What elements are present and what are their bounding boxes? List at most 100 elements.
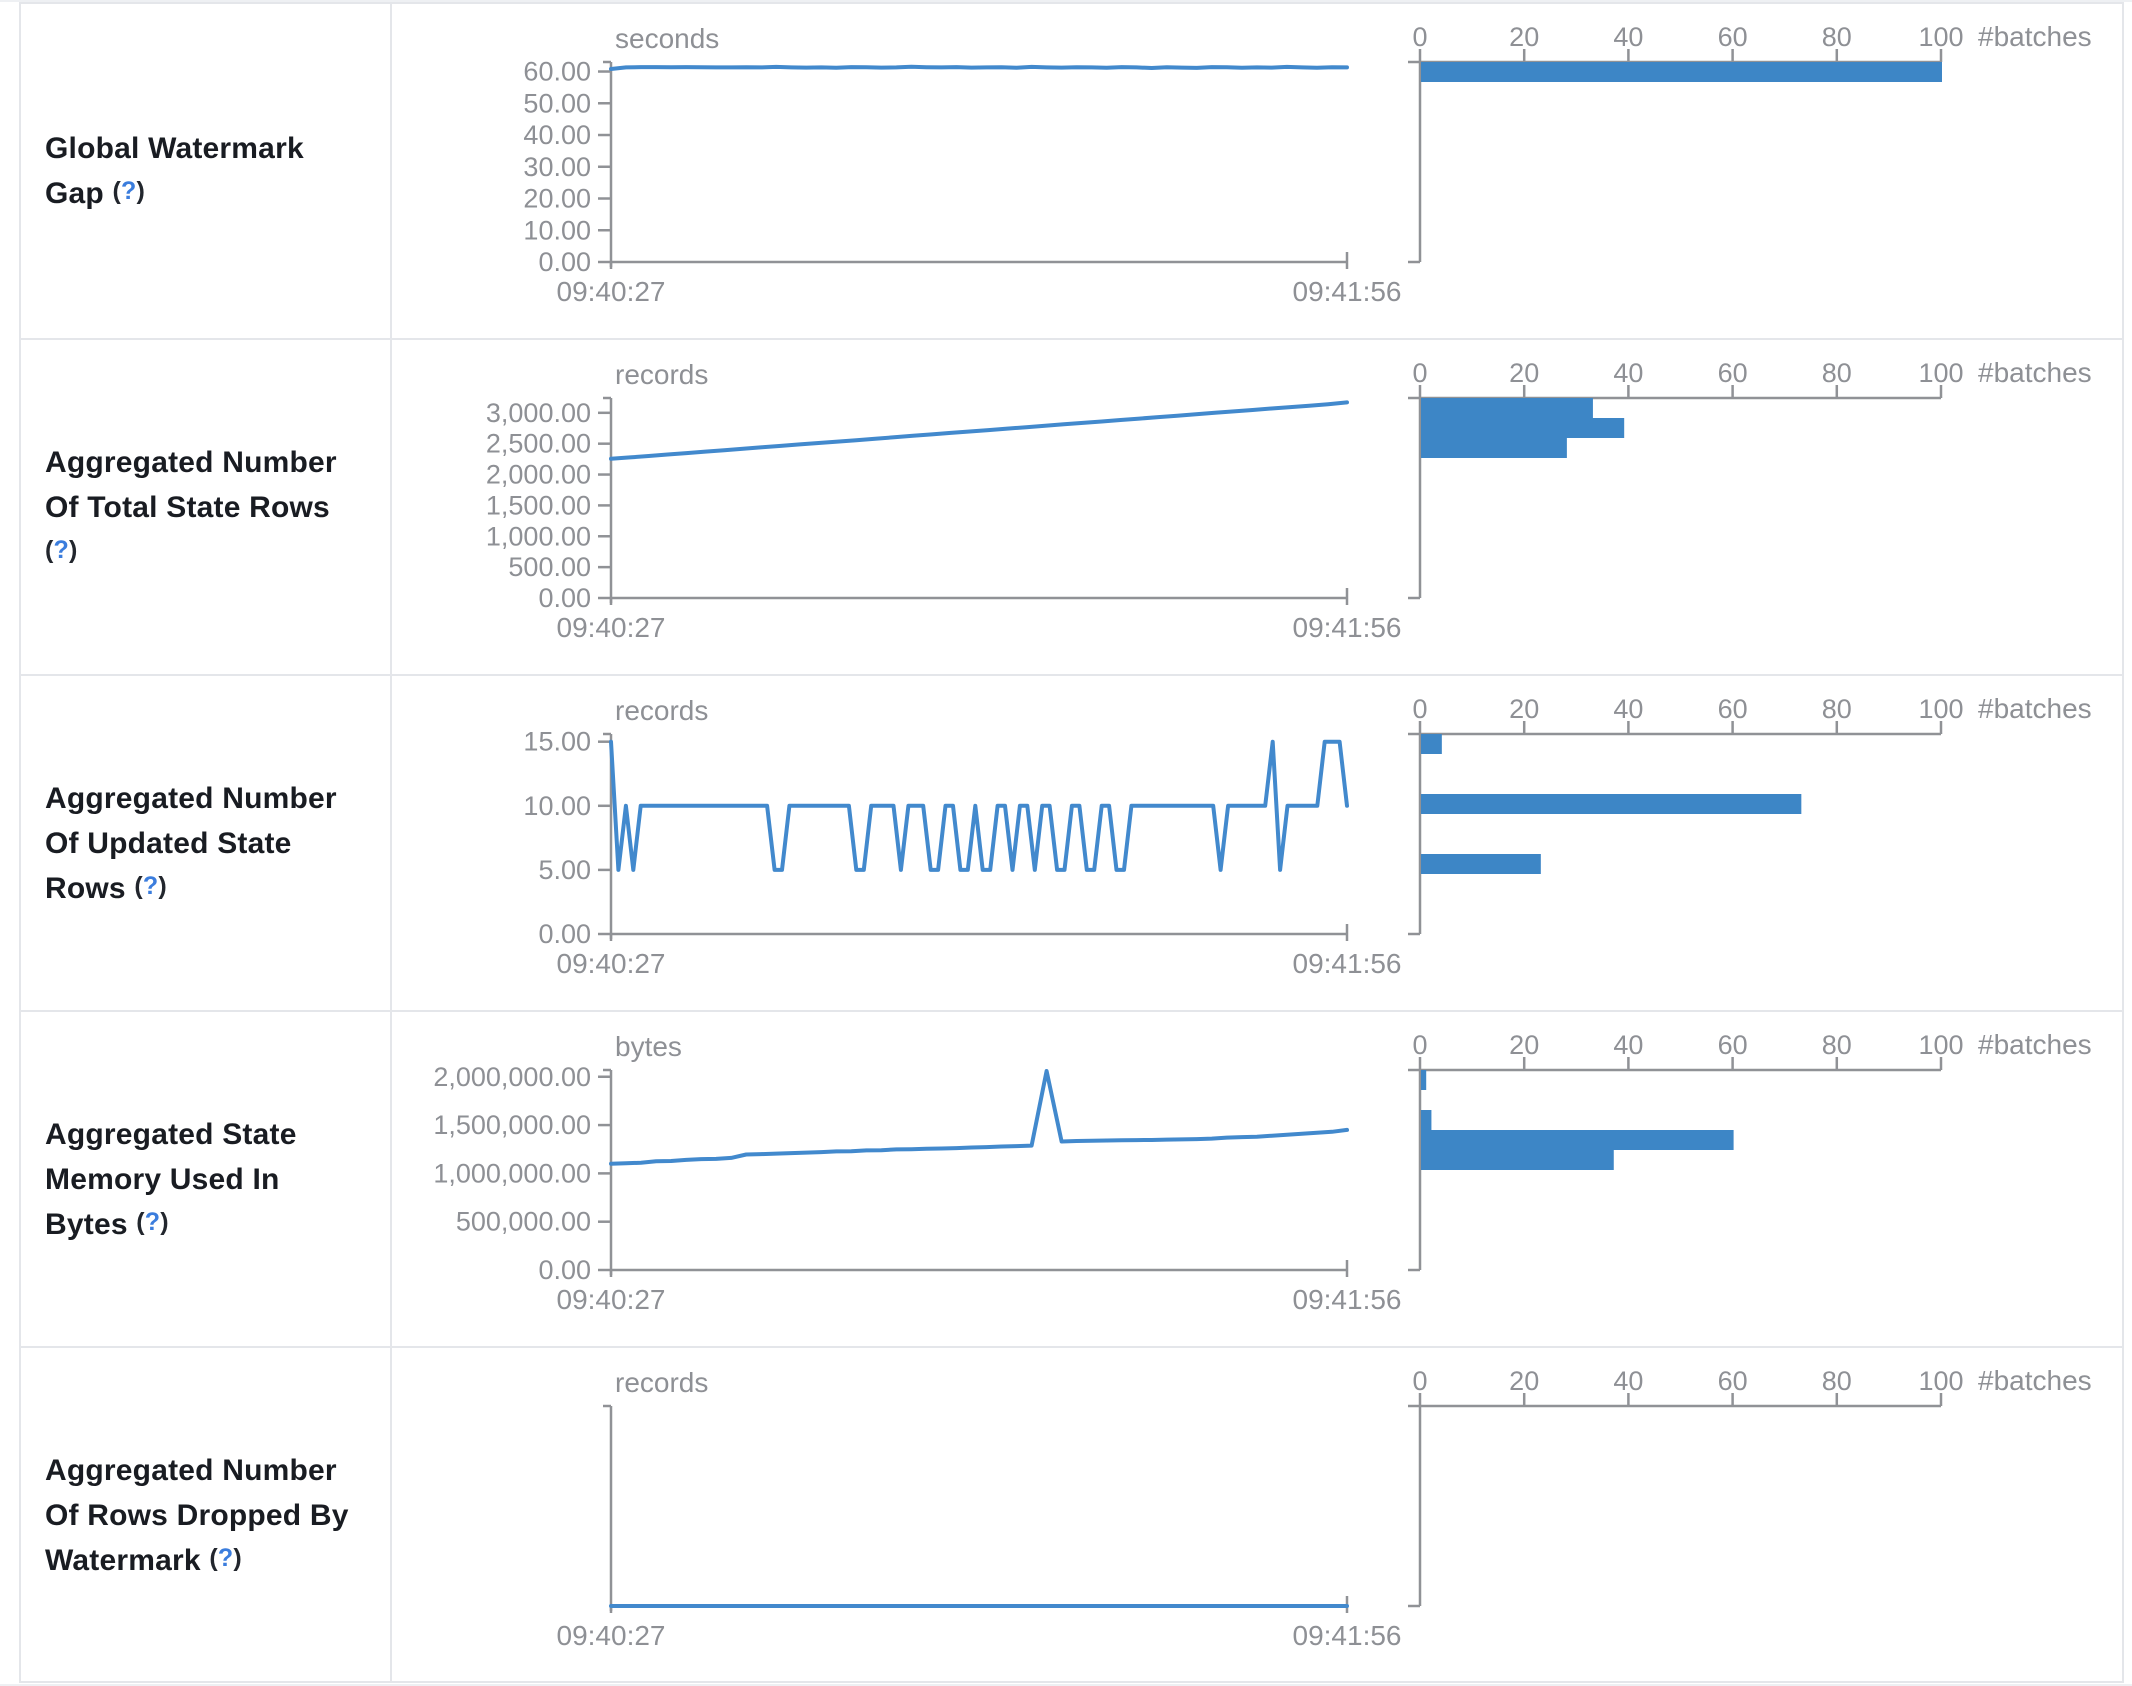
y-tick-label: 1,500,000.00 — [433, 1110, 591, 1140]
hist-tick-label: 80 — [1822, 358, 1852, 388]
histogram-bar — [1421, 438, 1567, 458]
y-tick-label: 0.00 — [538, 583, 591, 613]
metric-name: Aggregated Number Of Rows Dropped By Wat… — [45, 1448, 364, 1583]
metric-label-cell: Aggregated State Memory Used In Bytes (?… — [21, 1012, 392, 1346]
hist-tick-label: 40 — [1613, 22, 1643, 52]
y-tick-label: 10.00 — [523, 791, 591, 821]
y-tick-label: 500.00 — [508, 552, 591, 582]
y-axis-unit-label: records — [615, 1367, 708, 1398]
metric-row-total-state-rows: Aggregated Number Of Total State Rows (?… — [21, 340, 2122, 676]
hist-tick-label: 0 — [1412, 1366, 1427, 1396]
hist-unit-label: #batches — [1978, 357, 2092, 388]
top-edge-strip — [0, 0, 2132, 2]
total-state-rows-chart: records 3,000.002,500.002,000.001,500.00 1… — [486, 357, 2092, 643]
y-tick-label: 60.00 — [523, 57, 591, 87]
x-tick-label-end: 09:41:56 — [1293, 948, 1402, 979]
chart-cell: records 15.00 10.00 5.00 0.00 09:40:27 09:41:5… — [392, 676, 2122, 1010]
help-link[interactable]: (?) — [45, 535, 78, 564]
hist-unit-label: #batches — [1978, 1029, 2092, 1060]
metric-name-text: Aggregated Number Of Rows Dropped By Wat… — [45, 1453, 349, 1577]
hist-unit-label: #batches — [1978, 21, 2092, 52]
help-link[interactable]: (?) — [209, 1543, 242, 1572]
metric-label-cell: Global Watermark Gap (?) — [21, 4, 392, 338]
hist-tick-label: 20 — [1509, 694, 1539, 724]
y-axis-unit-label: seconds — [615, 23, 719, 54]
y-tick-label: 1,000,000.00 — [433, 1158, 591, 1188]
hist-tick-label: 20 — [1509, 22, 1539, 52]
timeline-line — [609, 64, 1349, 71]
y-axis-unit-label: bytes — [615, 1031, 682, 1062]
metric-name-text: Global Watermark Gap — [45, 132, 304, 210]
hist-tick-label: 0 — [1412, 1030, 1427, 1060]
question-mark-icon: ? — [53, 535, 70, 564]
metric-label-cell: Aggregated Number Of Rows Dropped By Wat… — [21, 1348, 392, 1682]
hist-tick-label: 60 — [1718, 694, 1748, 724]
bottom-edge-strip — [0, 1684, 2132, 1686]
x-tick-label-end: 09:41:56 — [1293, 612, 1402, 643]
help-link[interactable]: (?) — [134, 871, 167, 900]
metric-name: Aggregated Number Of Total State Rows (?… — [45, 440, 364, 575]
chart-cell: bytes 2,000,000.00 1,500,000.00 1,000,000.0… — [392, 1012, 2122, 1346]
histogram-bar — [1421, 1070, 1427, 1090]
metric-name: Aggregated State Memory Used In Bytes (?… — [45, 1112, 364, 1247]
state-memory-chart: bytes 2,000,000.00 1,500,000.00 1,000,000.0… — [433, 1029, 2092, 1315]
question-mark-icon: ? — [217, 1543, 234, 1572]
timeline-line — [609, 1069, 1349, 1166]
x-tick-label-start: 09:40:27 — [557, 276, 666, 307]
hist-unit-label: #batches — [1978, 693, 2092, 724]
x-tick-label-end: 09:41:56 — [1293, 276, 1402, 307]
y-tick-label: 0.00 — [538, 919, 591, 949]
metric-name-text: Aggregated State Memory Used In Bytes — [45, 1117, 297, 1241]
help-link[interactable]: (?) — [136, 1207, 169, 1236]
hist-tick-label: 60 — [1718, 358, 1748, 388]
x-tick-label-end: 09:41:56 — [1293, 1284, 1402, 1315]
metric-row-state-memory-used: Aggregated State Memory Used In Bytes (?… — [21, 1012, 2122, 1348]
hist-tick-label: 100 — [1918, 358, 1963, 388]
histogram-bar — [1421, 1150, 1614, 1170]
y-tick-label: 30.00 — [523, 152, 591, 182]
hist-tick-label: 80 — [1822, 694, 1852, 724]
y-tick-label: 1,500.00 — [486, 490, 591, 520]
histogram-bar — [1421, 794, 1802, 814]
histogram-bar — [1421, 1110, 1432, 1130]
hist-tick-label: 40 — [1613, 1366, 1643, 1396]
y-tick-label: 40.00 — [523, 120, 591, 150]
y-tick-label: 2,000,000.00 — [433, 1062, 591, 1092]
y-axis-unit-label: records — [615, 695, 708, 726]
question-mark-icon: ? — [144, 1207, 161, 1236]
y-tick-label: 2,500.00 — [486, 429, 591, 459]
metrics-table: Global Watermark Gap (?) seconds 60.00 50.… — [19, 2, 2124, 1683]
y-tick-label: 0.00 — [538, 247, 591, 277]
hist-tick-label: 0 — [1412, 22, 1427, 52]
hist-tick-label: 20 — [1509, 358, 1539, 388]
y-tick-label: 2,000.00 — [486, 460, 591, 490]
hist-tick-label: 100 — [1918, 694, 1963, 724]
histogram-bar — [1421, 734, 1442, 754]
chart-cell: records 3,000.00 2,500.00 2,000.00 1,500.00 1… — [392, 340, 2122, 674]
x-tick-label-start: 09:40:27 — [557, 1620, 666, 1651]
hist-tick-label: 20 — [1509, 1366, 1539, 1396]
help-link[interactable]: (?) — [112, 177, 146, 205]
histogram-bar — [1421, 1130, 1734, 1150]
y-tick-label: 0.00 — [538, 1255, 591, 1285]
hist-tick-label: 60 — [1718, 22, 1748, 52]
hist-tick-label: 0 — [1412, 358, 1427, 388]
y-tick-label: 15.00 — [523, 727, 591, 757]
hist-tick-label: 60 — [1718, 1366, 1748, 1396]
y-tick-label: 50.00 — [523, 88, 591, 118]
question-mark-icon: ? — [121, 177, 137, 205]
timeline-line — [609, 400, 1349, 461]
y-axis-unit-label: records — [615, 359, 708, 390]
hist-tick-label: 100 — [1918, 1366, 1963, 1396]
hist-tick-label: 40 — [1613, 358, 1643, 388]
hist-tick-label: 100 — [1918, 1030, 1963, 1060]
hist-tick-label: 80 — [1822, 1366, 1852, 1396]
y-tick-label: 3,000.00 — [486, 398, 591, 428]
hist-tick-label: 100 — [1918, 22, 1963, 52]
histogram-bar — [1421, 398, 1593, 418]
metric-row-global-watermark-gap: Global Watermark Gap (?) seconds 60.00 50.… — [21, 4, 2122, 340]
y-tick-label: 5.00 — [538, 855, 591, 885]
metric-name: Aggregated Number Of Updated State Rows … — [45, 776, 364, 911]
